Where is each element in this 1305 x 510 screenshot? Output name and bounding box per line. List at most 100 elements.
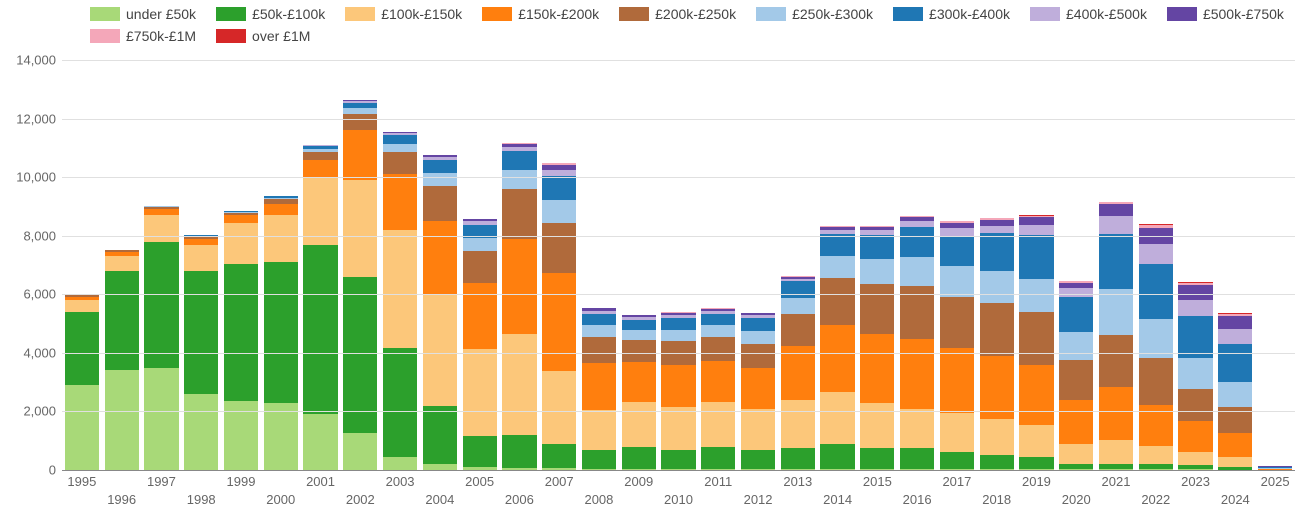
bar-2008[interactable] [582,308,616,470]
x-tick-label: 2017 [942,474,971,489]
legend-item-400_500k[interactable]: £400k-£500k [1030,6,1147,22]
legend-label: under £50k [126,6,196,22]
bar-2005[interactable] [463,219,497,470]
legend-item-300_400k[interactable]: £300k-£400k [893,6,1010,22]
bar-seg-300_400k [423,160,457,173]
legend-label: £200k-£250k [655,6,736,22]
bar-2006[interactable] [502,143,536,470]
bar-2013[interactable] [781,276,815,470]
x-tick-label: 2011 [704,474,732,489]
x-tick-label: 2014 [823,492,852,507]
legend-item-500_750k[interactable]: £500k-£750k [1167,6,1284,22]
bar-seg-50_100k [661,450,695,469]
bar-2003[interactable] [383,132,417,470]
x-tick-label: 2002 [346,492,375,507]
bar-seg-100_150k [264,215,298,262]
bar-2011[interactable] [701,308,735,470]
legend-item-over_1m[interactable]: over £1M [216,28,310,44]
bar-seg-50_100k [502,435,536,467]
legend-item-250_300k[interactable]: £250k-£300k [756,6,873,22]
bar-seg-300_400k [1059,297,1093,332]
bar-2015[interactable] [860,226,894,470]
legend-label: over £1M [252,28,310,44]
bar-2012[interactable] [741,313,775,470]
x-tick-label: 1995 [67,474,96,489]
legend-item-100_150k[interactable]: £100k-£150k [345,6,462,22]
bar-seg-250_300k [781,298,815,314]
bar-seg-250_300k [463,238,497,251]
legend-swatch [1167,7,1197,21]
bar-seg-50_100k [264,262,298,403]
bar-2017[interactable] [940,221,974,470]
x-tick-label: 2023 [1181,474,1210,489]
bar-seg-50_100k [781,448,815,469]
bar-seg-250_300k [383,144,417,153]
bar-seg-500_750k [1218,316,1252,329]
bar-seg-100_150k [184,245,218,271]
legend-swatch [619,7,649,21]
bar-seg-50_100k [224,264,258,402]
y-tick-label: 12,000 [16,111,56,126]
bar-seg-under_50k [144,368,178,471]
bar-2000[interactable] [264,196,298,470]
bar-seg-150_200k [741,368,775,409]
bar-2024[interactable] [1218,313,1252,470]
bar-2001[interactable] [303,145,337,470]
bar-1997[interactable] [144,206,178,470]
bar-seg-400_500k [1059,288,1093,297]
x-tick-label: 2012 [744,492,773,507]
bar-seg-300_400k [582,314,616,326]
gridline [62,119,1295,120]
bar-seg-100_150k [582,410,616,450]
bar-seg-150_200k [622,362,656,402]
bar-seg-100_150k [343,180,377,277]
bar-seg-100_150k [144,215,178,241]
bar-2004[interactable] [423,155,457,470]
bar-2018[interactable] [980,218,1014,470]
y-tick-label: 8,000 [23,228,56,243]
bar-seg-400_500k [1099,216,1133,234]
legend-item-under_50k[interactable]: under £50k [90,6,196,22]
bar-seg-250_300k [1099,289,1133,334]
bar-2010[interactable] [661,312,695,470]
bar-seg-200_250k [383,152,417,174]
legend-item-150_200k[interactable]: £150k-£200k [482,6,599,22]
legend-swatch [1030,7,1060,21]
x-tick-label: 2000 [266,492,295,507]
bar-2002[interactable] [343,100,377,470]
bar-seg-250_300k [940,266,974,297]
bar-seg-300_400k [820,234,854,256]
bar-2009[interactable] [622,315,656,470]
bar-2022[interactable] [1139,224,1173,470]
bar-seg-150_200k [1059,400,1093,444]
bar-2021[interactable] [1099,202,1133,470]
x-tick-label: 2020 [1062,492,1091,507]
bar-seg-150_200k [542,273,576,371]
legend-item-750k_1m[interactable]: £750k-£1M [90,28,196,44]
bar-seg-250_300k [701,325,735,337]
bar-2016[interactable] [900,216,934,470]
bar-seg-400_500k [1019,225,1053,235]
bar-seg-50_100k [343,277,377,434]
bar-2023[interactable] [1178,282,1212,470]
legend-item-200_250k[interactable]: £200k-£250k [619,6,736,22]
legend-item-50_100k[interactable]: £50k-£100k [216,6,325,22]
bar-seg-400_500k [1178,300,1212,316]
y-tick-label: 10,000 [16,170,56,185]
bar-seg-100_150k [224,223,258,264]
bar-seg-100_150k [303,177,337,244]
bar-seg-150_200k [1218,433,1252,456]
bar-2007[interactable] [542,163,576,470]
bar-2020[interactable] [1059,281,1093,470]
bar-seg-150_200k [940,348,974,412]
bar-1999[interactable] [224,211,258,470]
bar-seg-100_150k [980,419,1014,456]
bar-1996[interactable] [105,250,139,470]
bar-1995[interactable] [65,295,99,470]
bar-2014[interactable] [820,226,854,470]
bar-seg-250_300k [1178,358,1212,389]
bar-2019[interactable] [1019,215,1053,470]
bar-seg-100_150k [661,407,695,449]
bar-seg-100_150k [1218,457,1252,467]
legend-label: £250k-£300k [792,6,873,22]
